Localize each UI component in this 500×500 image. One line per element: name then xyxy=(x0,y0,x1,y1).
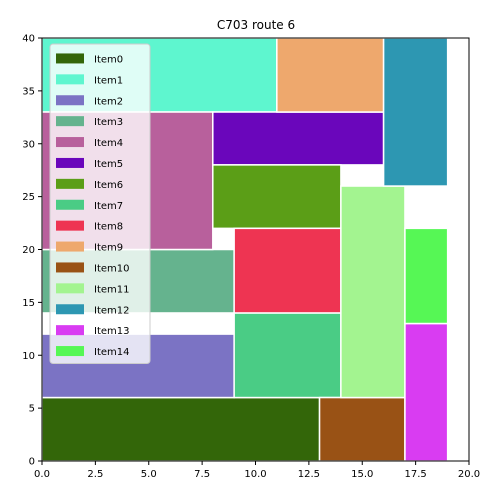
y-tick-label: 0 xyxy=(29,457,35,468)
legend-swatch xyxy=(56,53,84,64)
legend-swatch xyxy=(56,74,84,85)
y-axis: 0 5 10 15 20 25 30 35 40 xyxy=(22,34,42,468)
y-tick-label: 15 xyxy=(22,298,35,309)
x-tick-label: 12.5 xyxy=(298,469,320,480)
legend-label: Item14 xyxy=(94,347,130,358)
legend-label: Item10 xyxy=(94,263,130,274)
legend-swatch xyxy=(56,157,84,168)
legend-label: Item9 xyxy=(94,243,123,254)
y-tick-label: 30 xyxy=(22,139,35,150)
y-tick-label: 40 xyxy=(22,34,35,45)
legend-label: Item3 xyxy=(94,117,123,128)
legend-label: Item4 xyxy=(94,138,123,149)
x-tick-label: 7.5 xyxy=(194,469,210,480)
legend-label: Item0 xyxy=(94,54,123,65)
legend-swatch xyxy=(56,262,84,273)
legend-swatch xyxy=(56,325,84,336)
legend-swatch xyxy=(56,304,84,315)
x-tick-label: 0.0 xyxy=(34,469,50,480)
legend-label: Item11 xyxy=(94,284,130,295)
legend-label: Item8 xyxy=(94,222,123,233)
x-tick-label: 17.5 xyxy=(404,469,426,480)
legend-swatch xyxy=(56,199,84,210)
x-axis: 0.0 2.5 5.0 7.5 10.0 12.5 15.0 17.5 20.0 xyxy=(34,461,480,480)
rect-item-11 xyxy=(340,185,406,399)
legend-swatch xyxy=(56,346,84,357)
y-tick-label: 25 xyxy=(22,192,35,203)
legend-swatch xyxy=(56,95,84,106)
y-tick-label: 10 xyxy=(22,351,35,362)
rect-item-12 xyxy=(382,37,449,187)
rect-item-0 xyxy=(41,396,321,462)
legend-label: Item13 xyxy=(94,326,130,337)
legend-label: Item12 xyxy=(94,305,130,316)
legend-swatch xyxy=(56,178,84,189)
legend-swatch xyxy=(56,220,84,231)
legend-label: Item7 xyxy=(94,201,123,212)
rect-item-7 xyxy=(233,312,342,399)
legend-label: Item1 xyxy=(94,75,123,86)
x-tick-label: 10.0 xyxy=(244,469,266,480)
x-tick-label: 20.0 xyxy=(458,469,480,480)
rect-item-10 xyxy=(318,396,406,462)
rect-item-14 xyxy=(404,227,449,325)
x-tick-label: 15.0 xyxy=(351,469,373,480)
legend-label: Item5 xyxy=(94,159,123,170)
rect-item-8 xyxy=(233,227,342,314)
rect-item-9 xyxy=(276,37,385,113)
x-tick-label: 5.0 xyxy=(141,469,157,480)
rect-item-13 xyxy=(404,322,449,462)
legend-label: Item6 xyxy=(94,180,123,191)
legend-swatch xyxy=(56,137,84,148)
legend-swatch xyxy=(56,283,84,294)
y-tick-label: 35 xyxy=(22,86,35,97)
legend-swatch xyxy=(56,116,84,127)
rect-item-6 xyxy=(212,164,342,230)
rect-item-5 xyxy=(212,111,385,166)
chart-title: C703 route 6 xyxy=(217,18,295,32)
y-tick-label: 20 xyxy=(22,245,35,256)
y-tick-label: 5 xyxy=(29,404,35,415)
legend-swatch xyxy=(56,241,84,252)
legend: Item0 Item1 Item2 Item3 Item4 Item5 Item6 Item7… xyxy=(49,43,151,364)
x-tick-label: 2.5 xyxy=(87,469,103,480)
legend-label: Item2 xyxy=(94,96,123,107)
